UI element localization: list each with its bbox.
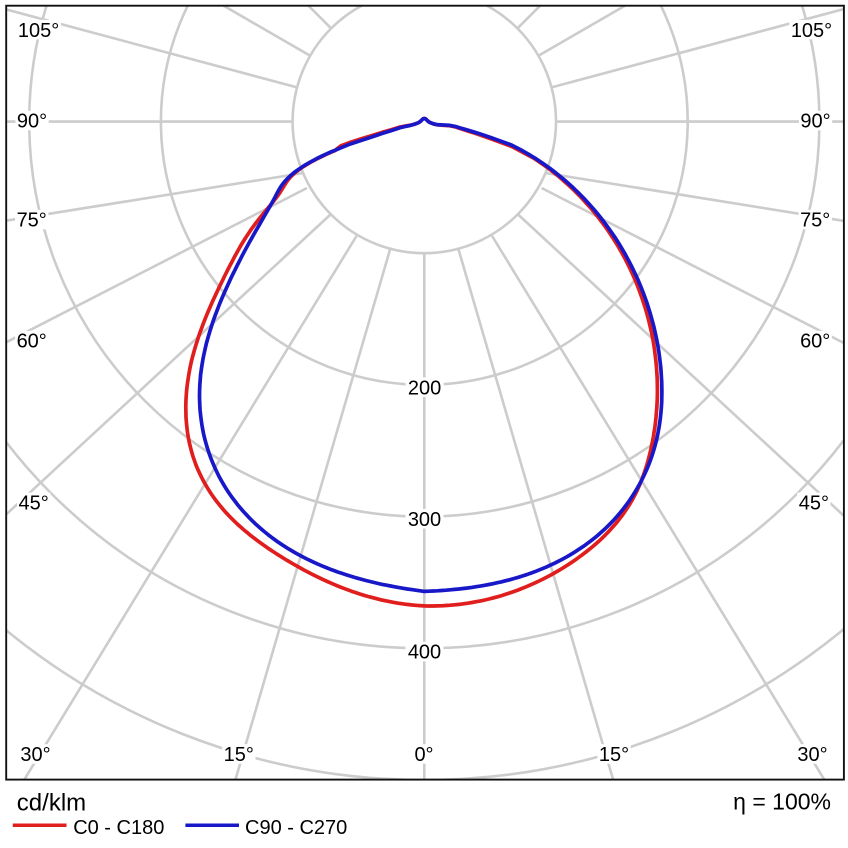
svg-text:45°: 45° <box>799 493 829 515</box>
svg-text:75°: 75° <box>17 210 47 232</box>
svg-text:15°: 15° <box>224 744 254 766</box>
svg-text:200: 200 <box>408 377 441 399</box>
svg-text:C90 - C270: C90 - C270 <box>245 817 347 839</box>
svg-text:15°: 15° <box>599 744 629 766</box>
svg-text:75°: 75° <box>800 210 830 232</box>
svg-text:0°: 0° <box>414 744 433 766</box>
svg-text:300: 300 <box>408 509 441 531</box>
svg-text:90°: 90° <box>800 111 830 133</box>
svg-text:60°: 60° <box>800 331 830 353</box>
svg-text:90°: 90° <box>17 111 47 133</box>
svg-text:400: 400 <box>408 642 441 664</box>
svg-text:60°: 60° <box>17 331 47 353</box>
svg-text:C0 - C180: C0 - C180 <box>73 817 164 839</box>
svg-text:105°: 105° <box>791 20 832 42</box>
svg-text:η = 100%: η = 100% <box>733 789 831 815</box>
svg-text:30°: 30° <box>797 744 827 766</box>
svg-text:105°: 105° <box>18 20 59 42</box>
svg-text:cd/klm: cd/klm <box>17 790 86 817</box>
svg-text:30°: 30° <box>20 744 50 766</box>
svg-text:45°: 45° <box>18 493 48 515</box>
